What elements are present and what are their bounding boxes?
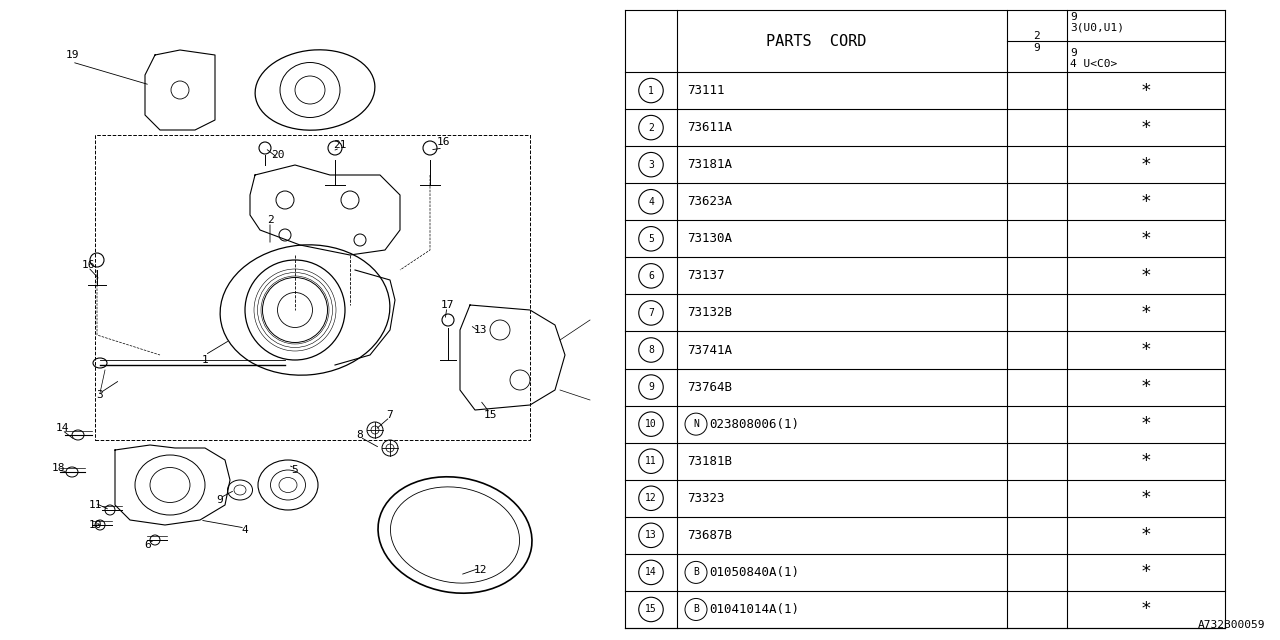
Text: 9
3(U0,U1): 9 3(U0,U1) — [1070, 12, 1124, 33]
Text: *: * — [1140, 193, 1152, 211]
Text: 73323: 73323 — [687, 492, 724, 505]
Text: A732B00059: A732B00059 — [1198, 620, 1265, 630]
Text: 8: 8 — [357, 430, 364, 440]
Text: 01041014A(1): 01041014A(1) — [709, 603, 799, 616]
Text: 73137: 73137 — [687, 269, 724, 282]
Text: 73764B: 73764B — [687, 381, 732, 394]
Text: *: * — [1140, 378, 1152, 396]
Text: *: * — [1140, 230, 1152, 248]
Text: 01050840A(1): 01050840A(1) — [709, 566, 799, 579]
Text: 2: 2 — [266, 215, 274, 225]
Text: 9
4 U<C0>: 9 4 U<C0> — [1070, 48, 1117, 69]
Text: *: * — [1140, 118, 1152, 136]
Text: 6: 6 — [145, 540, 151, 550]
Text: *: * — [1140, 415, 1152, 433]
Text: 73623A: 73623A — [687, 195, 732, 208]
Text: *: * — [1140, 563, 1152, 581]
Text: 16: 16 — [81, 260, 95, 270]
Text: 6: 6 — [648, 271, 654, 281]
Text: 73111: 73111 — [687, 84, 724, 97]
Text: 18: 18 — [51, 463, 65, 473]
Text: 9: 9 — [216, 495, 224, 505]
Text: *: * — [1140, 304, 1152, 322]
Text: *: * — [1140, 267, 1152, 285]
Text: B: B — [692, 568, 699, 577]
Text: 73181A: 73181A — [687, 158, 732, 171]
Text: 14: 14 — [55, 423, 69, 433]
Text: 023808006(1): 023808006(1) — [709, 418, 799, 431]
Text: 3: 3 — [648, 159, 654, 170]
Text: 73741A: 73741A — [687, 344, 732, 356]
Text: N: N — [692, 419, 699, 429]
Text: 15: 15 — [645, 604, 657, 614]
Text: *: * — [1140, 341, 1152, 359]
Text: 3: 3 — [96, 390, 104, 400]
Text: 73181B: 73181B — [687, 454, 732, 468]
Text: 2: 2 — [1034, 31, 1041, 41]
Text: *: * — [1140, 156, 1152, 173]
Text: *: * — [1140, 600, 1152, 618]
Text: 12: 12 — [645, 493, 657, 503]
Text: 10: 10 — [88, 520, 101, 530]
Text: 7: 7 — [648, 308, 654, 318]
Text: 11: 11 — [88, 500, 101, 510]
Text: 4: 4 — [242, 525, 248, 535]
Text: 4: 4 — [648, 196, 654, 207]
Text: 12: 12 — [474, 565, 486, 575]
Text: 73132B: 73132B — [687, 307, 732, 319]
Text: 7: 7 — [387, 410, 393, 420]
Text: 73611A: 73611A — [687, 121, 732, 134]
Text: 10: 10 — [645, 419, 657, 429]
Text: 20: 20 — [271, 150, 284, 160]
Text: *: * — [1140, 526, 1152, 545]
Text: 16: 16 — [436, 137, 449, 147]
Text: 73130A: 73130A — [687, 232, 732, 245]
Text: 11: 11 — [645, 456, 657, 466]
Text: 5: 5 — [648, 234, 654, 244]
Text: 1: 1 — [648, 86, 654, 95]
Text: 14: 14 — [645, 568, 657, 577]
Text: 13: 13 — [645, 531, 657, 540]
Text: 17: 17 — [440, 300, 453, 310]
Text: B: B — [692, 604, 699, 614]
Text: *: * — [1140, 489, 1152, 508]
Text: 21: 21 — [333, 140, 347, 150]
Text: PARTS  CORD: PARTS CORD — [765, 33, 867, 49]
Text: 8: 8 — [648, 345, 654, 355]
Text: 19: 19 — [65, 50, 79, 60]
Text: 2: 2 — [648, 123, 654, 132]
Text: 9: 9 — [1034, 43, 1041, 53]
Text: 1: 1 — [202, 355, 209, 365]
Text: 73687B: 73687B — [687, 529, 732, 542]
Text: 15: 15 — [484, 410, 497, 420]
Text: 5: 5 — [292, 465, 298, 475]
Text: 9: 9 — [648, 382, 654, 392]
Text: 13: 13 — [474, 325, 486, 335]
Text: *: * — [1140, 452, 1152, 470]
Text: *: * — [1140, 81, 1152, 100]
